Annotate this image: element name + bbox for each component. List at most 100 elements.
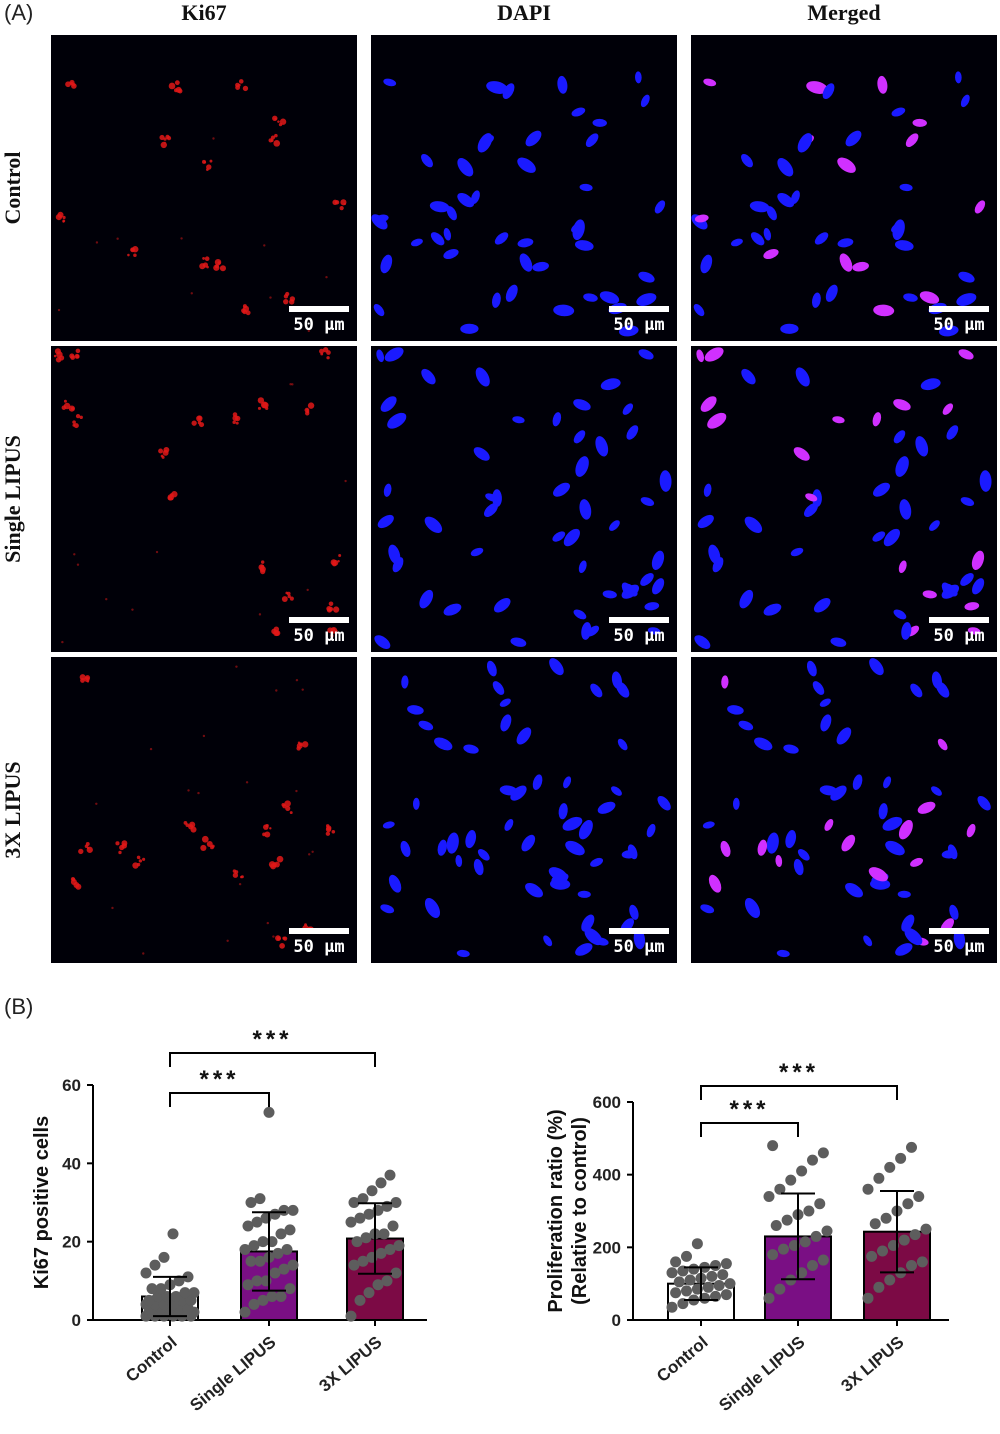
data-point: [251, 1275, 263, 1287]
scale-bar: 50 μm: [609, 928, 669, 957]
nuclei-image: [694, 347, 992, 649]
data-point: [149, 1259, 161, 1271]
data-point: [810, 1230, 822, 1242]
micrograph-control-ki67: 50 μm: [51, 35, 357, 341]
data-point: [817, 1147, 829, 1159]
data-point: [862, 1292, 874, 1304]
data-point: [873, 1281, 885, 1293]
significance-label: ***: [729, 1096, 769, 1123]
data-point: [242, 1220, 254, 1232]
data-point: [873, 1172, 885, 1184]
scale-bar: 50 μm: [289, 306, 349, 335]
scale-bar: 50 μm: [289, 617, 349, 646]
data-point: [796, 1165, 808, 1177]
data-point: [706, 1270, 718, 1282]
significance-bracket: [700, 1085, 898, 1100]
nuclei-image: [53, 347, 347, 644]
data-point: [720, 1258, 732, 1270]
data-point: [345, 1216, 357, 1228]
data-point: [691, 1238, 703, 1250]
data-point: [257, 1236, 269, 1248]
data-point: [884, 1161, 896, 1173]
scale-bar-label: 50 μm: [293, 626, 345, 646]
data-point: [167, 1228, 179, 1240]
data-point: [345, 1310, 357, 1322]
data-point: [895, 1152, 907, 1164]
data-point: [275, 1228, 287, 1240]
data-point: [393, 1240, 405, 1252]
scale-bar-label: 50 μm: [933, 937, 985, 957]
scale-bar: 50 μm: [289, 928, 349, 957]
data-point: [284, 1224, 296, 1236]
data-point: [254, 1193, 266, 1205]
data-point: [275, 1291, 287, 1302]
data-point: [188, 1287, 200, 1299]
data-point: [898, 1234, 910, 1246]
data-point: [375, 1247, 387, 1259]
data-point: [143, 1294, 155, 1306]
data-point: [254, 1255, 266, 1267]
y-tick-label: 0: [612, 1311, 621, 1330]
data-point: [799, 1236, 811, 1248]
data-point: [263, 1106, 275, 1118]
scale-bar-line: [609, 306, 669, 312]
x-tick-label: Single LIPUS: [186, 1333, 279, 1416]
micrograph-control-dapi: 50 μm: [371, 35, 677, 341]
data-point: [909, 1229, 921, 1241]
y-tick-label: 0: [72, 1311, 81, 1330]
x-tick-label: Control: [122, 1333, 181, 1386]
x-tick-label: Control: [653, 1333, 712, 1386]
nuclei-image: [691, 71, 986, 337]
data-point: [774, 1183, 786, 1195]
scale-bar-line: [289, 617, 349, 623]
data-point: [814, 1198, 826, 1210]
scale-bar-label: 50 μm: [613, 937, 665, 957]
data-point: [720, 1289, 732, 1301]
scale-bar-line: [929, 617, 989, 623]
data-point: [869, 1218, 881, 1230]
data-point: [146, 1283, 158, 1295]
nuclei-image: [700, 658, 991, 958]
data-point: [173, 1275, 185, 1287]
data-point: [284, 1283, 296, 1295]
data-point: [257, 1294, 269, 1306]
data-point: [670, 1287, 682, 1299]
y-tick-label: 200: [593, 1238, 621, 1257]
data-point: [348, 1259, 360, 1271]
data-point: [354, 1294, 366, 1306]
data-point: [763, 1190, 775, 1202]
data-point: [357, 1255, 369, 1267]
data-point: [724, 1278, 736, 1290]
scale-bar-label: 50 μm: [933, 626, 985, 646]
data-point: [351, 1236, 363, 1248]
scale-bar-line: [609, 928, 669, 934]
data-point: [767, 1140, 779, 1152]
data-point: [287, 1259, 299, 1271]
y-tick-label: 40: [62, 1154, 81, 1173]
data-point: [778, 1243, 789, 1255]
scale-bar-line: [609, 617, 669, 623]
data-point: [862, 1183, 874, 1195]
micrograph-single-lipus-ki67: 50 μm: [51, 346, 357, 652]
chart-1: 0 20 40 60 Ki67 positive cells Control Single …: [31, 1026, 427, 1415]
column-header-ki67: Ki67: [181, 0, 227, 25]
data-point: [884, 1274, 896, 1286]
panel-label-b: (B): [4, 994, 34, 1019]
scale-bar-line: [289, 306, 349, 312]
data-point: [179, 1287, 191, 1299]
data-point: [920, 1223, 932, 1235]
data-point: [278, 1263, 290, 1275]
data-point: [239, 1306, 251, 1318]
scale-bar: 50 μm: [929, 928, 989, 957]
data-point: [902, 1198, 914, 1210]
data-point: [710, 1260, 721, 1271]
data-point: [767, 1249, 779, 1261]
y-tick-label: 60: [62, 1076, 81, 1095]
scale-bar-label: 50 μm: [613, 315, 665, 335]
data-point: [372, 1279, 384, 1291]
data-point: [245, 1197, 257, 1208]
data-point: [817, 1254, 829, 1266]
y-tick-label: 20: [62, 1233, 81, 1252]
significance-label: ***: [199, 1066, 239, 1093]
